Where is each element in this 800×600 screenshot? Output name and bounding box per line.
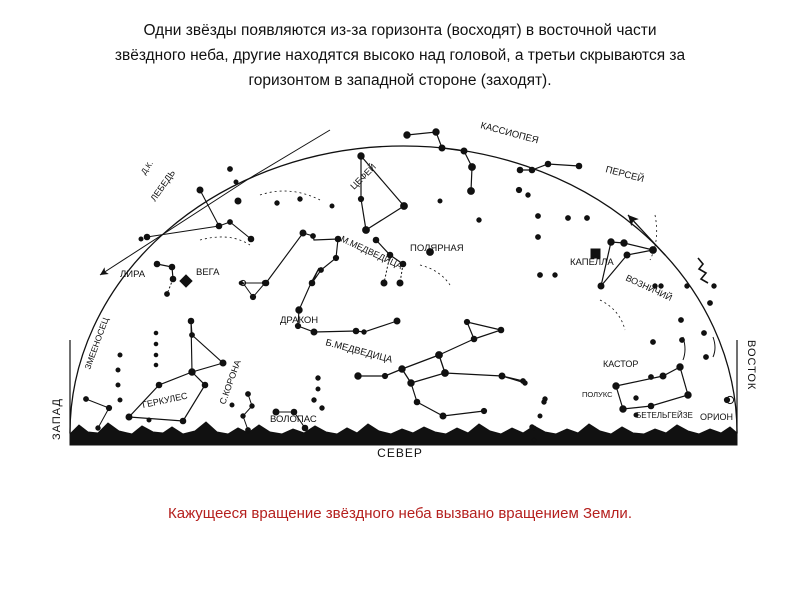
svg-text:ВОЛОПАС: ВОЛОПАС [270, 414, 317, 425]
svg-text:ЛИРА: ЛИРА [120, 269, 146, 280]
svg-text:ВЕГА: ВЕГА [196, 267, 220, 278]
svg-text:ВОСТОК: ВОСТОК [745, 340, 757, 390]
svg-text:БЕТЕЛЬГЕЙЗЕ: БЕТЕЛЬГЕЙЗЕ [636, 411, 693, 420]
svg-text:Д.К.: Д.К. [139, 159, 155, 176]
svg-text:ОРИОН: ОРИОН [700, 412, 733, 422]
svg-text:КАССИОПЕЯ: КАССИОПЕЯ [479, 120, 540, 146]
svg-text:ВОЗНИЧИЙ: ВОЗНИЧИЙ [624, 272, 674, 303]
svg-text:СЕВЕР: СЕВЕР [377, 446, 423, 460]
svg-text:ДРАКОН: ДРАКОН [280, 315, 318, 326]
svg-text:КАСТОР: КАСТОР [603, 359, 638, 369]
svg-text:ЛЕБЕДЬ: ЛЕБЕДЬ [148, 168, 177, 203]
svg-text:ЗАПАД: ЗАПАД [51, 398, 63, 440]
svg-text:Б.МЕДВЕДИЦА: Б.МЕДВЕДИЦА [324, 337, 394, 366]
svg-text:М.МЕДВЕДИЦА: М.МЕДВЕДИЦА [339, 234, 404, 271]
svg-text:ПОЛЯРНАЯ: ПОЛЯРНАЯ [410, 243, 464, 254]
svg-text:ГЕРКУЛЕС: ГЕРКУЛЕС [141, 390, 189, 409]
svg-text:ПЕРСЕЙ: ПЕРСЕЙ [604, 163, 645, 185]
svg-text:ЦЕФЕЙ: ЦЕФЕЙ [348, 161, 378, 191]
svg-text:ПОЛУКС: ПОЛУКС [582, 390, 613, 399]
svg-text:КАПЕЛЛА: КАПЕЛЛА [570, 257, 614, 268]
